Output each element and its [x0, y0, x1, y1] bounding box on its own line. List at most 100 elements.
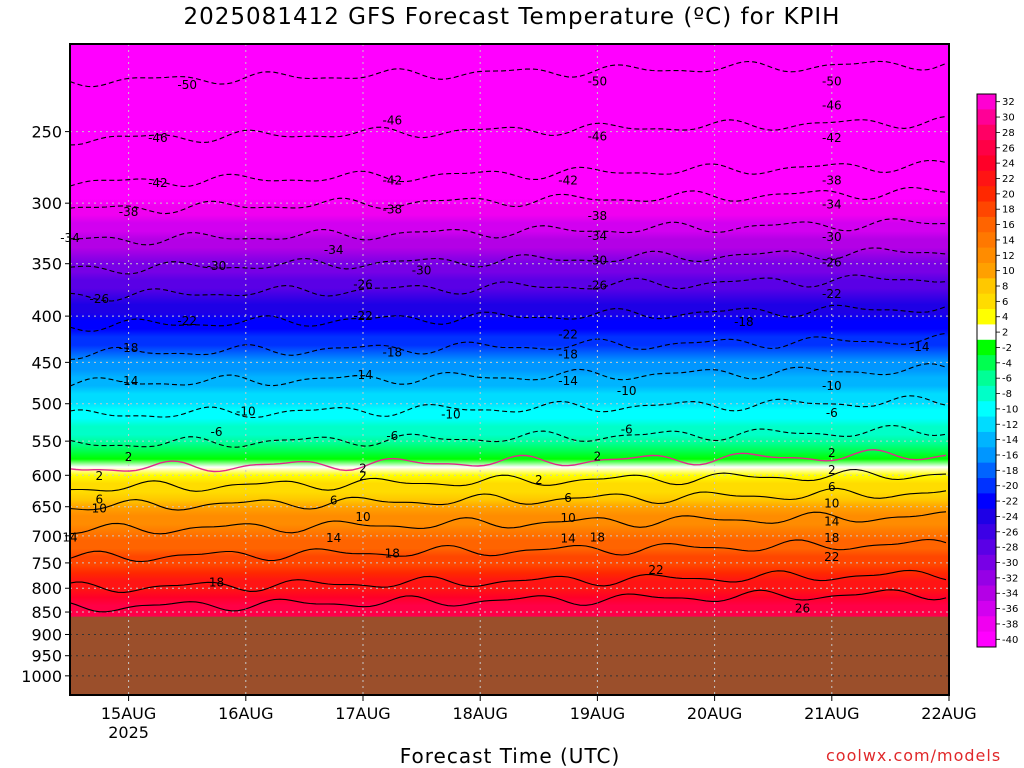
- contour-line: [70, 569, 947, 593]
- contour-label: -22: [822, 287, 842, 301]
- colorbar-label: 6: [1002, 297, 1008, 308]
- colorbar-swatch: [977, 109, 996, 126]
- contour-label: -6: [621, 423, 633, 437]
- colorbar-label: -38: [1002, 619, 1018, 630]
- colorbar: 32 30 28 26 24 22 20 18 16 14 12 10 8 6 4 2 -2 -4 -6 -8 -10 -…: [976, 93, 1018, 648]
- colorbar-label: -28: [1002, 543, 1018, 554]
- y-tick-label: 750: [31, 554, 62, 573]
- contour-label: 2: [594, 450, 602, 464]
- colorbar-swatch: [977, 216, 996, 233]
- contour-line: [70, 115, 947, 146]
- colorbar-swatch: [977, 339, 996, 356]
- contour-label: -50: [822, 74, 842, 88]
- contour-label: -22: [177, 314, 197, 328]
- contour-label: -46: [822, 99, 842, 113]
- colorbar-swatch: [977, 570, 996, 587]
- contour-line: [70, 424, 947, 448]
- x-tick-label: 22AUG: [921, 704, 976, 723]
- y-tick-label: 350: [31, 255, 62, 274]
- colorbar-label: 20: [1002, 189, 1015, 200]
- grid-lines: [70, 44, 949, 695]
- contour-label: -42: [148, 176, 168, 190]
- contour-label: -18: [734, 315, 754, 329]
- contour-label: -22: [353, 309, 373, 323]
- colorbar-label: 8: [1002, 282, 1008, 293]
- plot-area: [70, 44, 949, 695]
- contour-label: -30: [207, 259, 227, 273]
- x-tick-label: 21AUG: [804, 704, 859, 723]
- x-tick-label: 16AUG: [218, 704, 273, 723]
- contour-label: -10: [441, 408, 461, 422]
- colorbar-label: -2: [1002, 343, 1012, 354]
- contour-label: -10: [236, 404, 256, 418]
- colorbar-swatch: [977, 493, 996, 510]
- contour-label: -38: [382, 203, 402, 217]
- contour-label: 22: [648, 563, 663, 577]
- y-axis: 250 300 350 400 450 500 550 600 650 700 750 800 850 9…: [21, 123, 70, 686]
- contour-label: -6: [211, 425, 223, 439]
- y-tick-label: 900: [31, 625, 62, 644]
- colorbar-label: -12: [1002, 420, 1018, 431]
- contour-label: 10: [560, 511, 575, 525]
- y-tick-label: 850: [31, 603, 62, 622]
- contour-label: -38: [119, 205, 139, 219]
- contour-line: [70, 511, 947, 535]
- colorbar-swatch: [977, 447, 996, 464]
- contour-label: 2: [95, 469, 103, 483]
- colorbar-label: -30: [1002, 558, 1018, 569]
- y-tick-label: 800: [31, 579, 62, 598]
- contour-label: 26: [795, 601, 810, 615]
- colorbar-frame: [976, 93, 997, 648]
- colorbar-swatch: [977, 94, 996, 110]
- contour-label: 22: [824, 550, 839, 564]
- x-tick-label: 18AUG: [452, 704, 507, 723]
- x-tick-sublabel: 2025: [108, 723, 149, 742]
- contour-label: 18: [385, 546, 400, 560]
- colorbar-swatch: [977, 508, 996, 525]
- contour-label: 18: [824, 531, 839, 545]
- colorbar-label: -22: [1002, 497, 1018, 508]
- colorbar-swatch: [977, 585, 996, 602]
- x-tick-label: 17AUG: [335, 704, 390, 723]
- contour-label: 2: [359, 462, 367, 476]
- x-axis-label: Forecast Time (UTC): [399, 744, 621, 768]
- colorbar-label: 32: [1002, 97, 1015, 108]
- colorbar-label: -18: [1002, 466, 1018, 477]
- colorbar-label: -8: [1002, 389, 1012, 400]
- contour-label: 6: [828, 480, 836, 494]
- contour-label: -34: [324, 243, 344, 257]
- contour-line: [70, 468, 947, 492]
- colorbar-label: 26: [1002, 143, 1015, 154]
- contour-line: [70, 159, 947, 188]
- colorbar-swatch: [977, 462, 996, 479]
- contour-label: -42: [382, 173, 402, 187]
- contour-line: [70, 332, 947, 360]
- contour-label: -46: [148, 131, 168, 145]
- credit-link[interactable]: coolwx.com/models: [826, 746, 1002, 765]
- contour-label: -14: [558, 374, 578, 388]
- colorbar-swatch: [977, 170, 996, 187]
- contour-label: -10: [822, 379, 842, 393]
- colorbar-label: 2: [1002, 328, 1008, 339]
- colorbar-swatch: [977, 293, 996, 310]
- contour-label: -42: [822, 131, 842, 145]
- colorbar-label: -32: [1002, 573, 1018, 584]
- contour-label: 10: [355, 510, 370, 524]
- contour-label: -30: [822, 230, 842, 244]
- y-tick-label: 250: [31, 123, 62, 142]
- y-tick-label: 950: [31, 647, 62, 666]
- temperature-field: [70, 44, 949, 695]
- colorbar-swatch: [977, 539, 996, 556]
- contour-label: -18: [119, 341, 139, 355]
- contour-label: -26: [822, 256, 842, 270]
- colorbar-swatch: [977, 616, 996, 633]
- colorbar-swatch: [977, 431, 996, 448]
- colorbar-label: 14: [1002, 235, 1015, 246]
- contour-label: 2: [828, 446, 836, 460]
- colorbar-swatch: [977, 631, 996, 648]
- colorbar-swatch: [977, 385, 996, 402]
- contour-label: -30: [412, 263, 432, 277]
- contour-label: -22: [558, 327, 578, 341]
